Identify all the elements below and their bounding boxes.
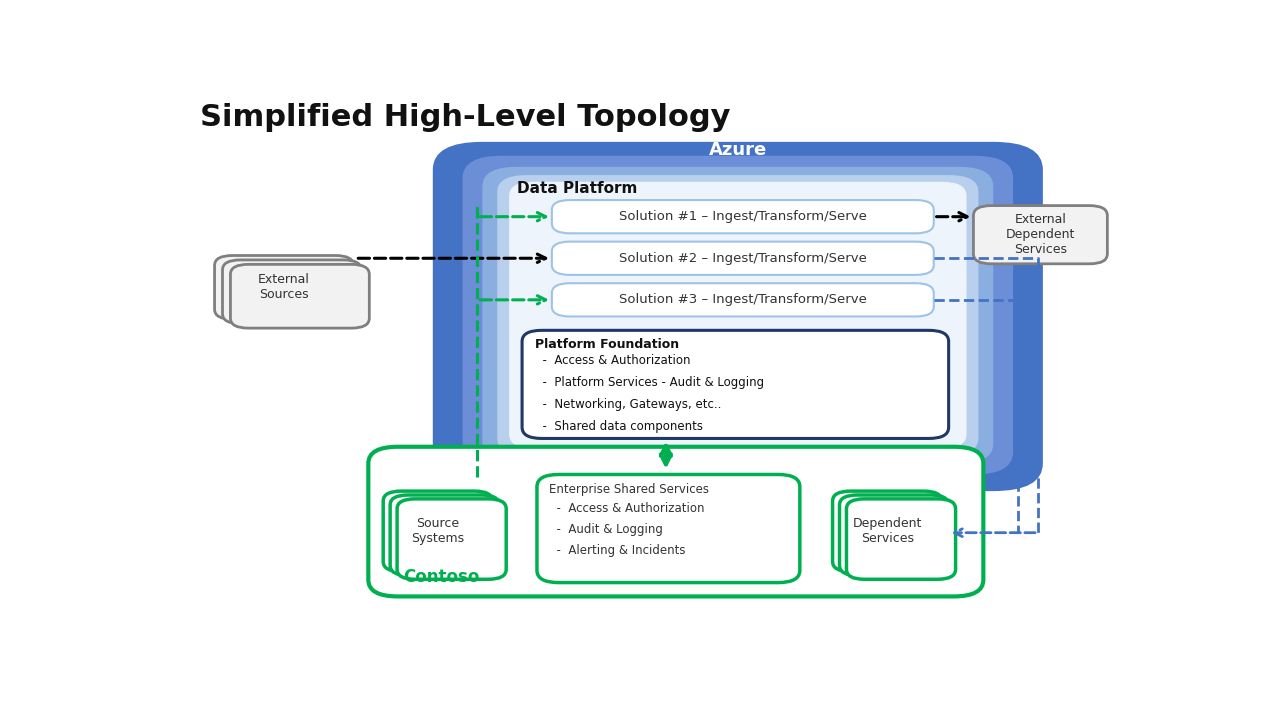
FancyBboxPatch shape [973, 206, 1107, 264]
FancyBboxPatch shape [230, 264, 370, 328]
FancyBboxPatch shape [840, 495, 948, 575]
FancyBboxPatch shape [223, 260, 361, 324]
Text: -  Audit & Logging: - Audit & Logging [549, 523, 663, 536]
Text: External
Dependent
Services: External Dependent Services [1006, 213, 1075, 256]
FancyBboxPatch shape [215, 256, 353, 319]
Text: Dependent
Services: Dependent Services [852, 517, 922, 545]
Text: Solution #1 – Ingest/Transform/Serve: Solution #1 – Ingest/Transform/Serve [618, 210, 867, 223]
Text: External
Sources: External Sources [259, 274, 310, 302]
FancyBboxPatch shape [552, 200, 934, 233]
FancyBboxPatch shape [522, 330, 948, 438]
Text: -  Networking, Gateways, etc..: - Networking, Gateways, etc.. [535, 398, 722, 411]
FancyBboxPatch shape [552, 242, 934, 275]
FancyBboxPatch shape [538, 474, 800, 582]
Text: Source
Systems: Source Systems [411, 517, 465, 545]
FancyBboxPatch shape [462, 156, 1014, 474]
Text: Solution #2 – Ingest/Transform/Serve: Solution #2 – Ingest/Transform/Serve [618, 252, 867, 265]
Text: Data Platform: Data Platform [517, 181, 637, 197]
FancyBboxPatch shape [383, 491, 493, 572]
FancyBboxPatch shape [369, 446, 983, 596]
FancyBboxPatch shape [498, 175, 978, 455]
FancyBboxPatch shape [390, 495, 499, 575]
Text: Solution #3 – Ingest/Transform/Serve: Solution #3 – Ingest/Transform/Serve [618, 293, 867, 306]
Text: -  Access & Authorization: - Access & Authorization [549, 503, 704, 516]
Text: Azure: Azure [709, 141, 767, 159]
FancyBboxPatch shape [552, 283, 934, 317]
FancyBboxPatch shape [433, 142, 1043, 491]
FancyBboxPatch shape [483, 167, 993, 464]
Text: Contoso: Contoso [403, 569, 480, 587]
FancyBboxPatch shape [832, 491, 942, 572]
Text: -  Access & Authorization: - Access & Authorization [535, 354, 690, 366]
Text: -  Alerting & Incidents: - Alerting & Incidents [549, 544, 685, 557]
FancyBboxPatch shape [397, 499, 506, 580]
Text: Platform Foundation: Platform Foundation [535, 338, 680, 351]
Text: -  Shared data components: - Shared data components [535, 420, 703, 433]
FancyBboxPatch shape [509, 181, 966, 449]
Text: Enterprise Shared Services: Enterprise Shared Services [549, 483, 709, 496]
FancyBboxPatch shape [846, 499, 956, 580]
Text: Simplified High-Level Topology: Simplified High-Level Topology [200, 103, 730, 132]
Text: -  Platform Services - Audit & Logging: - Platform Services - Audit & Logging [535, 376, 764, 389]
